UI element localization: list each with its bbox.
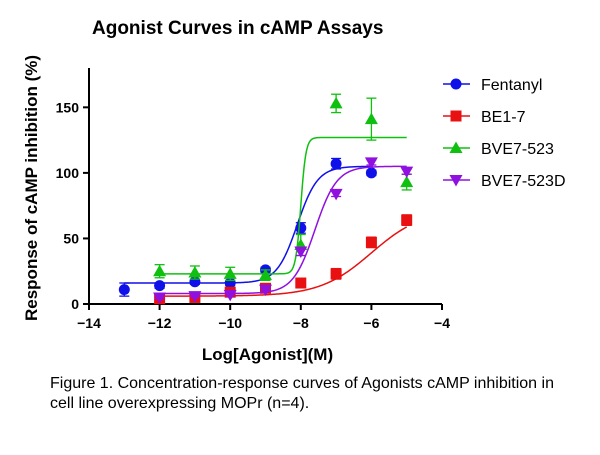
data-point-bve7-523 bbox=[223, 267, 237, 279]
legend-marker-fentanyl bbox=[450, 78, 462, 90]
y-tick-label: 100 bbox=[56, 165, 80, 181]
y-tick-label: 150 bbox=[56, 99, 80, 115]
data-point-bve7-523 bbox=[153, 264, 167, 277]
fit-curve-be1-7 bbox=[159, 226, 408, 297]
fit-curve-bve7-523d bbox=[159, 165, 407, 295]
chart-plot: −14 −12 −10 −8 −6 −4 0 50 100 150 Log[Agonist](M) R… bbox=[22, 55, 566, 364]
data-point-bve7-523 bbox=[188, 266, 202, 278]
x-tick-label: −4 bbox=[434, 315, 450, 331]
data-point-bve7-523d bbox=[259, 284, 272, 297]
data-point-bve7-523d bbox=[153, 292, 167, 304]
x-tick-label: −8 bbox=[293, 315, 309, 331]
data-point-bve7-523d bbox=[364, 157, 378, 169]
chart-title: Agonist Curves in cAMP Assays bbox=[92, 18, 384, 39]
data-point-be1-7 bbox=[365, 236, 377, 248]
data-point-be1-7 bbox=[295, 277, 307, 289]
data-point-fentanyl bbox=[154, 280, 166, 292]
data-point-bve7-523d bbox=[294, 246, 308, 259]
data-point-bve7-523 bbox=[259, 268, 272, 281]
data-point-bve7-523d bbox=[329, 188, 343, 201]
fit-curve-bve7-523 bbox=[159, 136, 407, 275]
data-point-fentanyl bbox=[118, 284, 130, 296]
y-axis-title: Response of cAMP inhibition (%) bbox=[22, 55, 41, 321]
legend-label-bve7-523: BVE7-523 bbox=[481, 141, 554, 158]
y-tick-label: 0 bbox=[71, 296, 79, 312]
legend-marker-be1-7 bbox=[450, 110, 462, 122]
x-tick-label: −14 bbox=[77, 315, 101, 331]
data-point-bve7-523d bbox=[223, 289, 237, 302]
legend-marker-bve7-523 bbox=[449, 141, 463, 153]
data-point-bve7-523 bbox=[329, 96, 343, 109]
data-point-be1-7 bbox=[401, 214, 413, 226]
data-point-bve7-523 bbox=[400, 175, 414, 188]
data-point-fentanyl bbox=[330, 158, 342, 170]
data-point-fentanyl bbox=[365, 167, 377, 179]
data-point-bve7-523 bbox=[364, 112, 378, 125]
data-point-be1-7 bbox=[330, 268, 342, 280]
y-tick-label: 50 bbox=[63, 230, 79, 246]
data-point-bve7-523d bbox=[400, 166, 414, 179]
data-point-bve7-523d bbox=[188, 291, 202, 303]
legend-label-be1-7: BE1-7 bbox=[481, 109, 526, 126]
fit-curve-fentanyl bbox=[124, 165, 372, 284]
x-axis-title: Log[Agonist](M) bbox=[202, 345, 333, 364]
figure-caption: Figure 1. Concentration-response curves … bbox=[50, 375, 554, 412]
x-tick-label: −10 bbox=[218, 315, 242, 331]
x-tick-label: −6 bbox=[363, 315, 379, 331]
legend-label-bve7-523d: BVE7-523D bbox=[481, 173, 566, 190]
x-tick-label: −12 bbox=[148, 315, 172, 331]
legend-label-fentanyl: Fentanyl bbox=[481, 77, 542, 94]
data-point-fentanyl bbox=[295, 222, 307, 234]
legend-marker-bve7-523d bbox=[449, 175, 463, 187]
